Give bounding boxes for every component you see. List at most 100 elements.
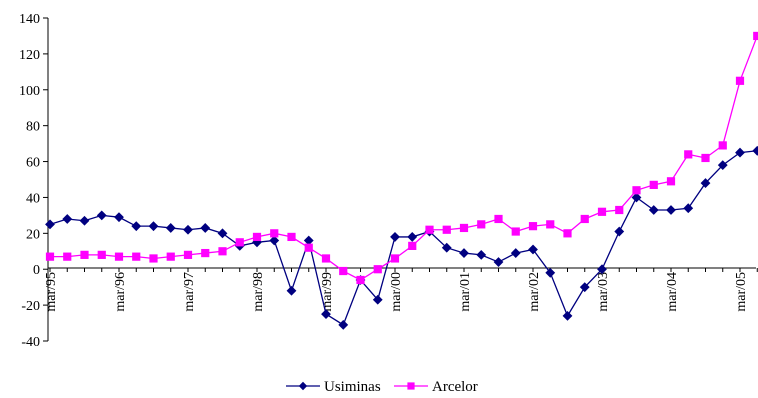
data-point-usiminas [631, 192, 642, 203]
series-line-arcelor [50, 35, 758, 281]
data-point-usiminas [200, 223, 211, 233]
data-point-arcelor [511, 227, 520, 236]
legend-marker-arcelor [407, 382, 415, 390]
data-point-usiminas [476, 249, 487, 260]
x-tick-label: mar/95 [44, 272, 59, 312]
data-point-arcelor [270, 229, 279, 238]
data-point-arcelor [563, 229, 572, 238]
data-point-usiminas [579, 282, 590, 293]
data-point-arcelor [718, 141, 727, 150]
data-point-usiminas [614, 226, 625, 237]
data-point-usiminas [562, 310, 573, 321]
data-point-arcelor [339, 266, 348, 276]
data-point-arcelor [459, 223, 469, 233]
x-tick-label: mar/02 [527, 272, 542, 312]
data-point-arcelor [97, 250, 106, 259]
data-point-usiminas [62, 214, 73, 224]
x-tick-labels: mar/95 mar/96 mar/97 mar/98 mar/99 mar/00 mar/… [44, 268, 758, 312]
data-point-arcelor [442, 225, 451, 234]
data-point-arcelor [615, 205, 624, 215]
data-point-arcelor [649, 180, 658, 189]
legend-label-usiminas: Usiminas [324, 379, 381, 395]
x-tick-label: mar/98 [251, 272, 266, 312]
data-point-usiminas [321, 309, 331, 319]
data-point-usiminas [545, 267, 556, 278]
data-point-usiminas [148, 221, 159, 232]
data-point-usiminas [752, 145, 758, 156]
data-point-arcelor [735, 76, 745, 85]
data-point-arcelor [183, 250, 193, 259]
chart-axes [47, 18, 756, 341]
y-tick-label: 80 [26, 120, 40, 135]
data-point-usiminas [407, 232, 418, 242]
y-tick-label: 140 [19, 12, 40, 27]
y-tick-label: -40 [21, 335, 40, 350]
data-point-usiminas [338, 319, 349, 330]
y-tick-label: -20 [21, 299, 40, 314]
data-point-usiminas [217, 228, 228, 239]
x-tick-label: mar/04 [665, 272, 680, 312]
y-tick-label: 0 [33, 263, 40, 278]
data-point-arcelor [287, 232, 296, 242]
data-point-arcelor [235, 238, 244, 247]
data-point-arcelor [390, 254, 400, 263]
data-point-usiminas [79, 215, 90, 226]
chart-legend: Usiminas Arcelor [286, 379, 478, 395]
x-tick-label: mar/00 [389, 272, 404, 312]
legend-marker-usiminas [298, 381, 308, 391]
data-point-arcelor [304, 243, 313, 252]
data-point-arcelor [149, 254, 158, 263]
data-point-usiminas [717, 160, 728, 171]
x-tick-label: mar/97 [182, 272, 197, 312]
x-tick-label: mar/99 [320, 272, 335, 312]
y-tick-label: 60 [26, 156, 40, 171]
data-point-arcelor [80, 250, 89, 259]
data-point-usiminas [528, 244, 538, 255]
data-point-arcelor [580, 214, 589, 224]
data-point-usiminas [735, 147, 745, 158]
data-point-usiminas [683, 203, 694, 214]
data-point-usiminas [45, 219, 55, 230]
data-point-arcelor [666, 177, 676, 186]
data-point-usiminas [96, 210, 107, 221]
y-tick-label: 100 [19, 84, 40, 99]
data-point-arcelor [63, 252, 72, 261]
legend-label-arcelor: Arcelor [432, 379, 478, 395]
y-tick-label: 40 [26, 191, 40, 206]
data-point-arcelor [201, 248, 210, 258]
data-point-usiminas [269, 235, 280, 246]
y-tick-labels: -40 -20 0 20 40 60 80 100 120 140 [19, 12, 48, 350]
data-point-arcelor [45, 252, 55, 261]
data-point-arcelor [218, 247, 227, 256]
x-tick-label: mar/05 [734, 272, 749, 312]
data-point-arcelor [132, 252, 141, 261]
data-point-arcelor [114, 252, 124, 261]
data-point-arcelor [321, 254, 331, 263]
data-point-arcelor [166, 252, 175, 261]
data-point-arcelor [252, 232, 262, 242]
data-point-usiminas [165, 223, 176, 233]
x-tick-label: mar/01 [458, 272, 473, 312]
data-point-usiminas [441, 242, 452, 253]
data-point-usiminas [666, 205, 676, 215]
data-point-arcelor [408, 241, 417, 250]
data-point-arcelor [528, 222, 538, 231]
data-point-usiminas [459, 248, 469, 258]
data-point-arcelor [632, 186, 641, 195]
data-point-usiminas [648, 205, 659, 215]
data-point-usiminas [493, 257, 504, 267]
data-point-arcelor [701, 153, 710, 163]
data-point-usiminas [597, 264, 607, 275]
data-point-arcelor [753, 31, 758, 41]
data-point-usiminas [303, 235, 314, 246]
data-point-usiminas [183, 224, 193, 235]
data-point-usiminas [510, 248, 521, 258]
data-point-arcelor [494, 214, 503, 224]
data-point-arcelor [373, 265, 382, 274]
y-tick-label: 20 [26, 227, 40, 242]
data-point-usiminas [700, 178, 711, 188]
data-point-arcelor [546, 220, 555, 229]
data-point-arcelor [477, 220, 486, 229]
x-tick-label: mar/96 [113, 272, 128, 312]
